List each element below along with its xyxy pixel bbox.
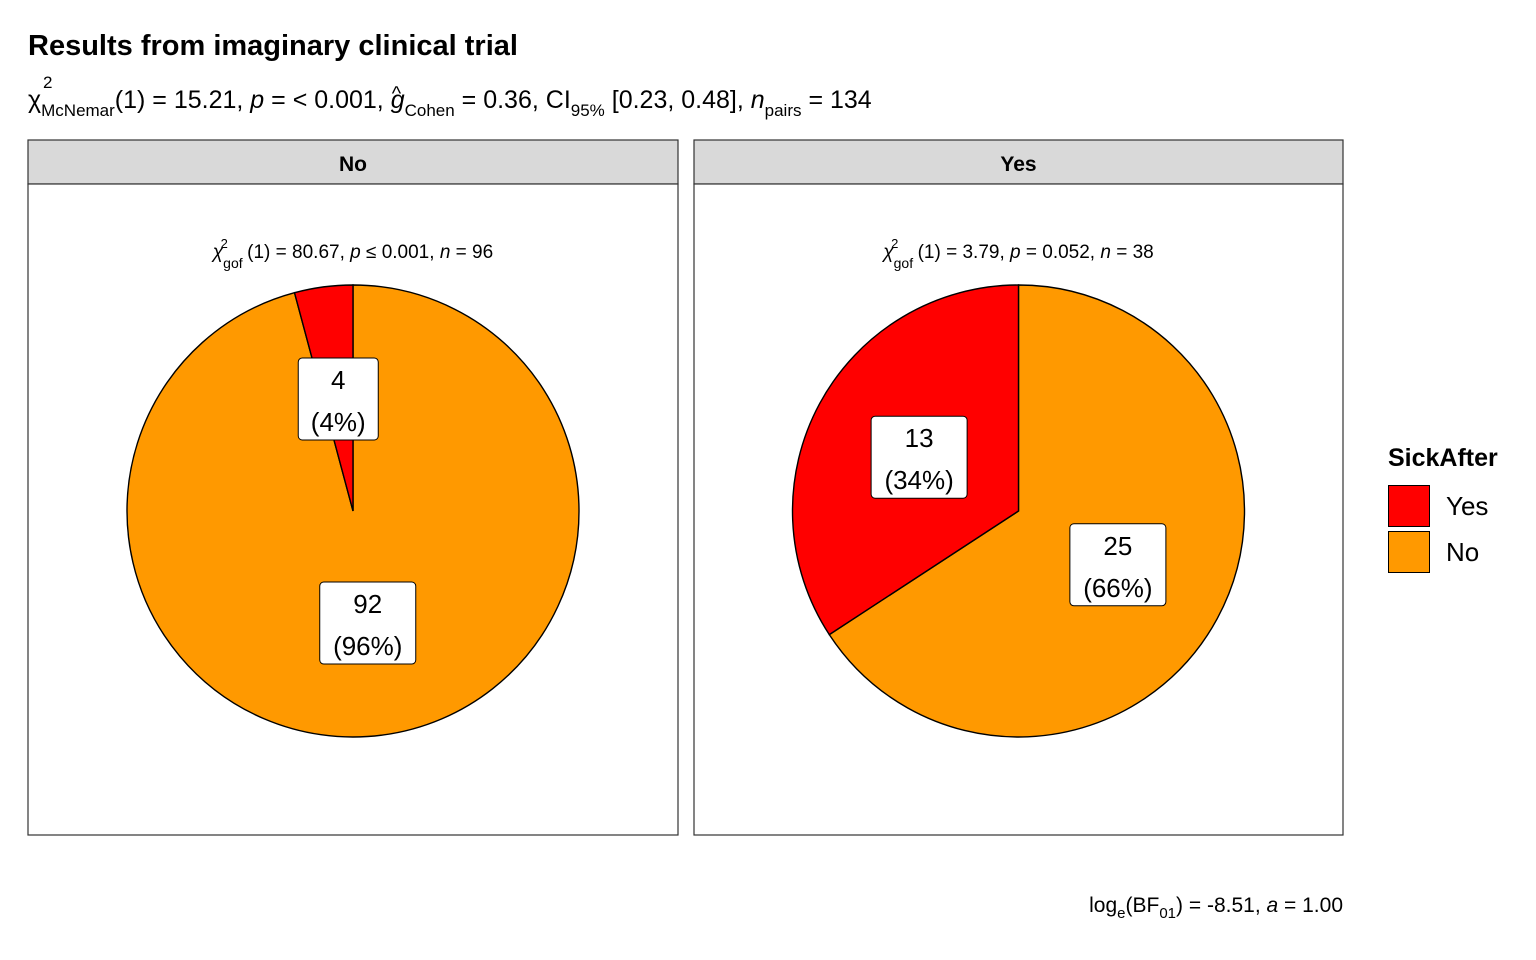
- p-symbol: p: [250, 86, 265, 114]
- facet-strip-label: No: [339, 153, 367, 176]
- slice-percent: (96%): [333, 631, 402, 661]
- subtitle-n: = 134: [801, 86, 872, 114]
- slice-count: 4: [331, 365, 345, 395]
- legend-label-no: No: [1446, 536, 1480, 567]
- facet-strip-label: Yes: [1000, 153, 1036, 176]
- slice-label-yes: 13 (34%): [870, 415, 968, 499]
- slice-percent: (4%): [311, 407, 366, 437]
- g-hat-symbol: ^ g: [390, 83, 405, 114]
- legend-swatch-no: [1388, 531, 1430, 573]
- slice-label-no: 25 (66%): [1069, 523, 1167, 607]
- legend-label-yes: Yes: [1446, 490, 1489, 521]
- pie-slice-no: [828, 284, 1246, 738]
- n-subscript: pairs: [764, 101, 802, 120]
- subtitle-g: = 0.36, CI: [454, 86, 571, 114]
- subtitle-ci: [0.23, 0.48],: [604, 86, 751, 114]
- chart-subtitle: χ 2 McNemar(1) = 15.21, p = < 0.001, ^ gCoh…: [28, 73, 872, 131]
- facet-strip: [693, 139, 1344, 185]
- slice-count: 25: [1103, 531, 1132, 561]
- slice-label-yes: 4 (4%): [297, 357, 379, 441]
- legend: SickAfter Yes No: [1388, 444, 1498, 575]
- ci-subscript: 95%: [570, 101, 605, 120]
- subtitle-df: (1) = 15.21,: [114, 86, 251, 114]
- slice-percent: (34%): [884, 465, 953, 495]
- facet-panel-no: No χgof2 (1) = 80.67, p ≤ 0.001, n = 96 4 (…: [27, 139, 679, 836]
- legend-swatch-yes: [1388, 485, 1430, 527]
- facet-strip: [27, 139, 679, 185]
- slice-count: 92: [353, 589, 382, 619]
- slice-label-no: 92 (96%): [319, 581, 417, 665]
- g-subscript: Cohen: [404, 101, 455, 120]
- slice-count: 13: [905, 423, 934, 453]
- chart-title: Results from imaginary clinical trial: [28, 30, 518, 62]
- n-symbol: n: [750, 86, 765, 114]
- chi-subscript: McNemar: [41, 101, 115, 120]
- legend-item-yes: Yes: [1388, 483, 1498, 529]
- chart-caption: loge(BF01) = -8.51, a = 1.00: [1089, 894, 1343, 922]
- legend-title: SickAfter: [1388, 444, 1498, 472]
- legend-item-no: No: [1388, 529, 1498, 575]
- slice-percent: (66%): [1083, 573, 1152, 603]
- subtitle-p: = < 0.001,: [264, 86, 391, 114]
- facet-stat-label: χgof2 (1) = 80.67, p ≤ 0.001, n = 96: [211, 236, 493, 271]
- facet-stat-label: χgof2 (1) = 3.79, p = 0.052, n = 38: [881, 236, 1154, 271]
- facet-panel-yes: Yes χgof2 (1) = 3.79, p = 0.052, n = 38 13…: [693, 139, 1344, 836]
